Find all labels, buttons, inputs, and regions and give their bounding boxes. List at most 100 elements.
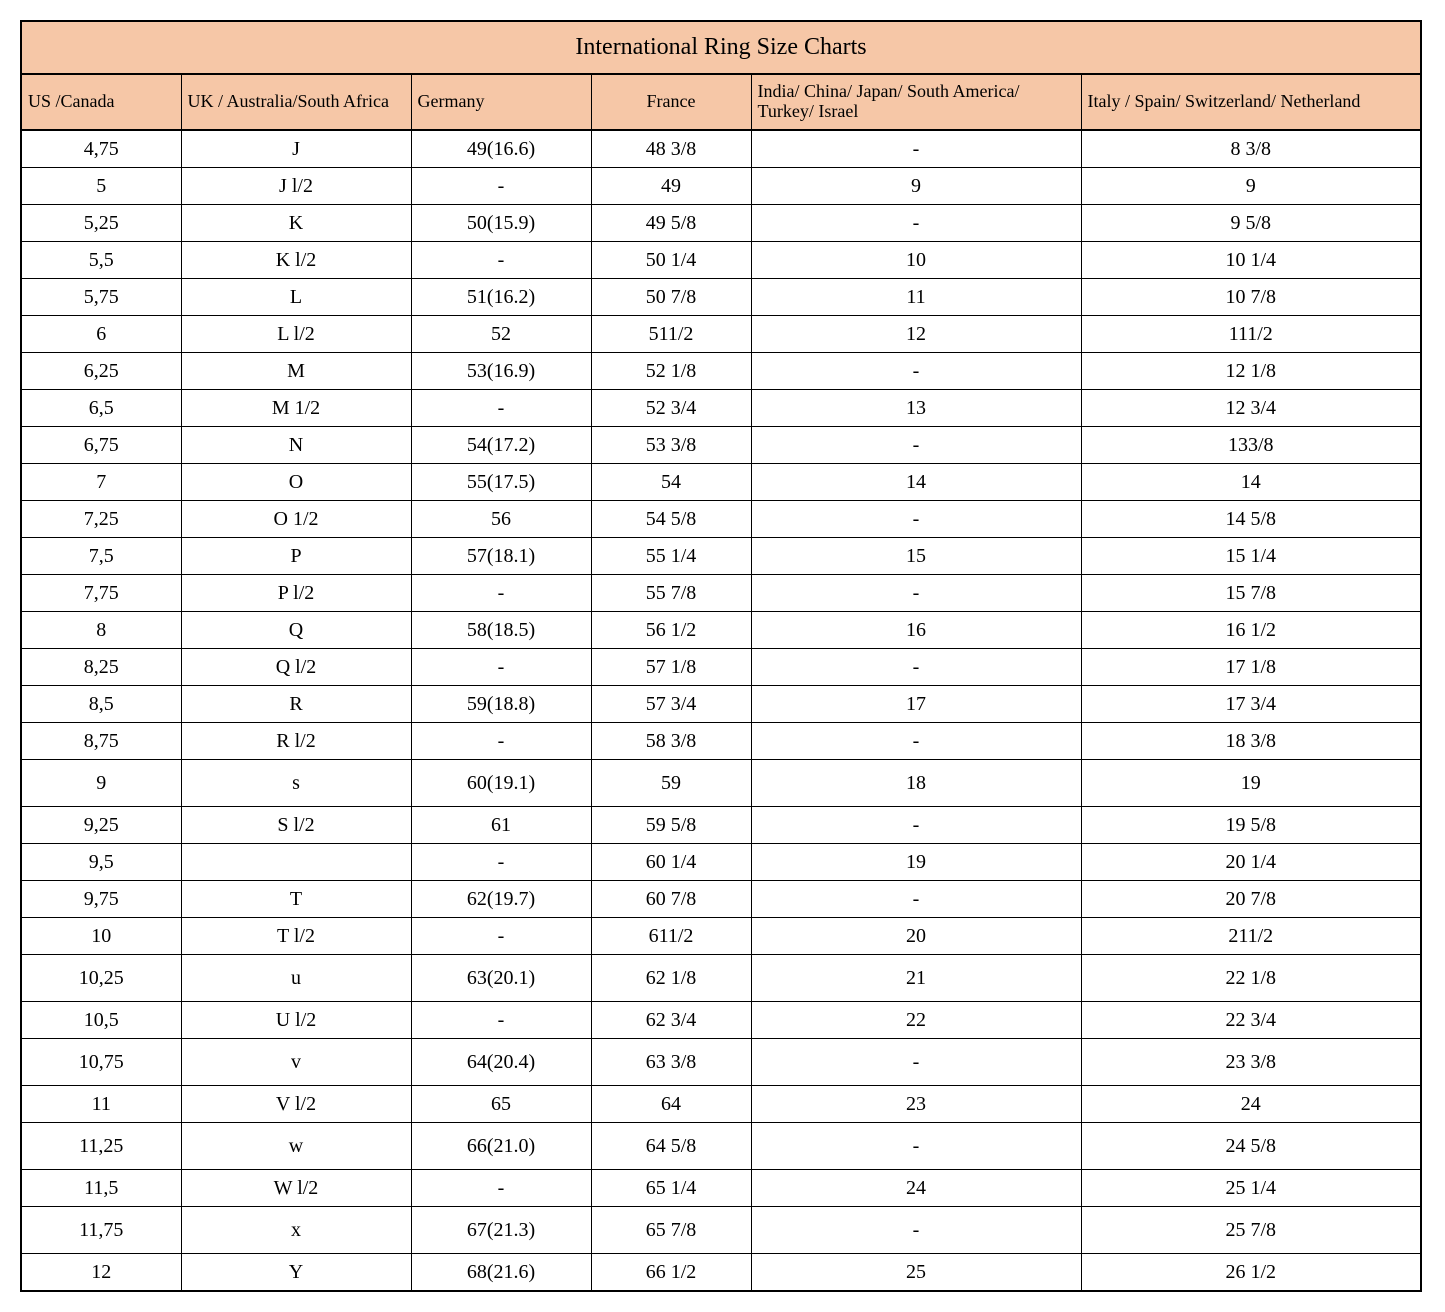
table-cell: 64(20.4) [411,1039,591,1086]
table-cell: 5,75 [21,279,181,316]
table-cell: 10,75 [21,1039,181,1086]
table-cell: T [181,881,411,918]
table-cell: R l/2 [181,723,411,760]
table-row: 5,25K50(15.9)49 5/8-9 5/8 [21,205,1421,242]
table-cell: 19 [751,844,1081,881]
table-cell: - [751,353,1081,390]
table-row: 7,75P l/2-55 7/8-15 7/8 [21,575,1421,612]
table-cell: 8,5 [21,686,181,723]
table-cell: 10,5 [21,1002,181,1039]
table-cell: - [411,649,591,686]
table-cell: 52 1/8 [591,353,751,390]
table-cell: - [751,427,1081,464]
table-cell: 16 [751,612,1081,649]
table-cell: 10 1/4 [1081,242,1421,279]
table-cell: - [411,390,591,427]
table-cell: 6,75 [21,427,181,464]
table-cell: 24 [1081,1086,1421,1123]
table-row: 9,75T62(19.7)60 7/8-20 7/8 [21,881,1421,918]
table-cell: 50 1/4 [591,242,751,279]
table-cell: 14 [1081,464,1421,501]
table-cell: 17 [751,686,1081,723]
table-cell: 611/2 [591,918,751,955]
table-row: 7,25O 1/25654 5/8-14 5/8 [21,501,1421,538]
table-cell: 5 [21,168,181,205]
table-cell: 15 7/8 [1081,575,1421,612]
table-cell: 11,25 [21,1123,181,1170]
table-cell: 10 [21,918,181,955]
table-cell: 57 1/8 [591,649,751,686]
table-row: 7,5P57(18.1)55 1/41515 1/4 [21,538,1421,575]
table-cell: 50 7/8 [591,279,751,316]
col-header-us: US /Canada [21,74,181,130]
table-cell: x [181,1207,411,1254]
table-cell: 23 3/8 [1081,1039,1421,1086]
table-cell: 59 [591,760,751,807]
table-cell: 12 [21,1254,181,1292]
table-title: International Ring Size Charts [21,21,1421,74]
table-cell: - [751,649,1081,686]
table-body: 4,75J49(16.6)48 3/8-8 3/85J l/2-49995,25… [21,130,1421,1291]
table-cell: 18 [751,760,1081,807]
table-cell: 14 [751,464,1081,501]
table-cell: 211/2 [1081,918,1421,955]
table-cell: 49(16.6) [411,130,591,168]
table-cell: 62(19.7) [411,881,591,918]
table-cell: w [181,1123,411,1170]
table-cell: 55 1/4 [591,538,751,575]
table-cell: 22 3/4 [1081,1002,1421,1039]
table-cell: 10,25 [21,955,181,1002]
table-row: 12Y68(21.6)66 1/22526 1/2 [21,1254,1421,1292]
table-cell: 60(19.1) [411,760,591,807]
table-cell: 15 1/4 [1081,538,1421,575]
table-cell: 26 1/2 [1081,1254,1421,1292]
table-cell: 7,25 [21,501,181,538]
table-cell: 62 1/8 [591,955,751,1002]
table-cell: 8 3/8 [1081,130,1421,168]
table-cell: 111/2 [1081,316,1421,353]
table-row: 8,5R59(18.8)57 3/41717 3/4 [21,686,1421,723]
table-cell: 24 5/8 [1081,1123,1421,1170]
table-cell: 52 3/4 [591,390,751,427]
table-cell: 16 1/2 [1081,612,1421,649]
table-cell: 66(21.0) [411,1123,591,1170]
col-header-uk: UK / Australia/South Africa [181,74,411,130]
table-cell: S l/2 [181,807,411,844]
table-cell: J [181,130,411,168]
table-cell: 14 5/8 [1081,501,1421,538]
table-cell: 8 [21,612,181,649]
table-row: 5J l/2-4999 [21,168,1421,205]
table-cell: 6 [21,316,181,353]
table-cell: 9,75 [21,881,181,918]
table-cell: L l/2 [181,316,411,353]
table-cell: P [181,538,411,575]
table-cell: - [751,1123,1081,1170]
table-cell: 64 [591,1086,751,1123]
table-cell: R [181,686,411,723]
table-cell: T l/2 [181,918,411,955]
table-row: 10,25u63(20.1)62 1/82122 1/8 [21,955,1421,1002]
table-row: 10,5U l/2-62 3/42222 3/4 [21,1002,1421,1039]
ring-size-table: International Ring Size Charts US /Canad… [20,20,1422,1292]
table-cell: 9 [751,168,1081,205]
table-cell: 23 [751,1086,1081,1123]
table-cell: - [411,723,591,760]
table-cell: 7,75 [21,575,181,612]
table-cell: 20 1/4 [1081,844,1421,881]
table-cell: 6,5 [21,390,181,427]
table-cell: 17 3/4 [1081,686,1421,723]
table-cell: 10 7/8 [1081,279,1421,316]
table-cell: M 1/2 [181,390,411,427]
table-cell: Q l/2 [181,649,411,686]
table-cell: 22 [751,1002,1081,1039]
table-cell: N [181,427,411,464]
table-cell: 4,75 [21,130,181,168]
table-cell: 52 [411,316,591,353]
table-cell: 61 [411,807,591,844]
table-cell: 53 3/8 [591,427,751,464]
table-cell: 133/8 [1081,427,1421,464]
table-cell: 8,25 [21,649,181,686]
table-cell: 58(18.5) [411,612,591,649]
table-cell: W l/2 [181,1170,411,1207]
table-cell: - [751,575,1081,612]
